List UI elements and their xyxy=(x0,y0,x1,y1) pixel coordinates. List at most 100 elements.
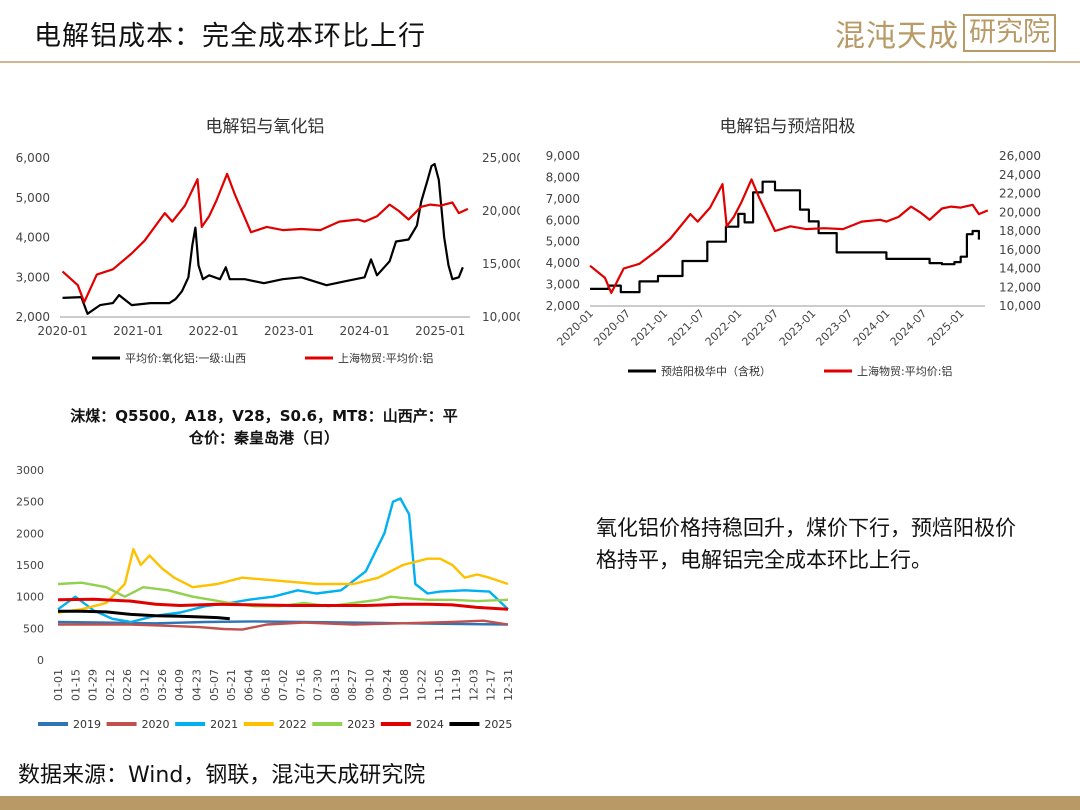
series-line-anode xyxy=(590,180,980,294)
footer-bar xyxy=(0,796,1080,810)
legend-label: 2025 xyxy=(484,718,512,731)
x-tick-label: 12-17 xyxy=(485,669,498,701)
x-tick-label: 2021-07 xyxy=(665,307,707,349)
x-tick-label: 09-10 xyxy=(364,669,377,701)
x-tick-label: 2022-01 xyxy=(703,307,745,349)
x-tick-label: 11-05 xyxy=(433,669,446,701)
source-note: 数据来源：Wind，钢联，混沌天成研究院 xyxy=(18,763,426,788)
y-left-tick-label: 3,000 xyxy=(546,278,580,292)
x-tick-label: 01-01 xyxy=(52,669,65,701)
y-tick-label: 0 xyxy=(37,654,44,667)
x-tick-label: 07-30 xyxy=(312,669,325,701)
y-left-tick-label: 2,000 xyxy=(546,299,580,313)
legend-label: 2020 xyxy=(142,718,170,731)
x-tick-label: 01-15 xyxy=(69,669,82,701)
series-line-2025 xyxy=(58,609,230,621)
y-left-tick-label: 5,000 xyxy=(16,191,50,205)
x-tick-label: 2023-01 xyxy=(264,324,314,338)
y-tick-label: 3000 xyxy=(16,464,44,477)
chart-title-line: 仓价：秦皇岛港（日） xyxy=(188,429,339,447)
chart-coal: 沫煤：Q5500，A18，V28，S0.6，MT8：山西产：平仓价：秦皇岛港（日… xyxy=(16,407,515,731)
x-tick-label: 2020-01 xyxy=(37,324,87,338)
x-tick-label: 03-12 xyxy=(139,669,152,701)
y-right-tick-label: 25,000 xyxy=(482,151,520,165)
legend-label: 2023 xyxy=(347,718,375,731)
y-tick-label: 500 xyxy=(23,622,44,635)
y-tick-label: 1500 xyxy=(16,559,44,572)
y-tick-label: 2000 xyxy=(16,527,44,540)
y-right-tick-label: 18,000 xyxy=(999,224,1041,238)
legend-label: 2021 xyxy=(210,718,238,731)
logo: 混沌天成 研究院 xyxy=(835,12,1056,54)
y-right-tick-label: 10,000 xyxy=(999,299,1041,313)
x-tick-label: 09-24 xyxy=(381,669,394,701)
header-divider xyxy=(0,61,1080,63)
y-right-tick-label: 12,000 xyxy=(999,280,1041,294)
series-line-2021 xyxy=(57,497,509,624)
x-tick-label: 08-27 xyxy=(346,669,359,701)
series-line-2020 xyxy=(58,619,509,631)
chart-title: 电解铝与氧化铝 xyxy=(206,117,325,137)
series-line-aluminum xyxy=(589,178,989,294)
y-left-tick-label: 6,000 xyxy=(16,151,50,165)
comment-text: 氧化铝价格持稳回升，煤价下行，预焙阳极价格持平，电解铝完全成本环比上行。 xyxy=(596,516,1016,572)
logo-brand: 混沌天成 xyxy=(835,19,959,54)
x-tick-label: 2025-01 xyxy=(925,307,967,349)
y-right-tick-label: 10,000 xyxy=(482,310,520,324)
chart-title: 电解铝与预焙阳极 xyxy=(720,117,856,137)
x-tick-label: 05-21 xyxy=(225,669,238,701)
x-tick-label: 06-18 xyxy=(260,669,273,701)
x-tick-label: 2024-01 xyxy=(339,324,389,338)
y-right-tick-label: 24,000 xyxy=(999,168,1041,182)
series-line-alumina xyxy=(62,162,464,315)
y-right-tick-label: 15,000 xyxy=(482,257,520,271)
x-tick-label: 2020-07 xyxy=(591,307,633,349)
x-tick-label: 2022-01 xyxy=(189,324,239,338)
x-tick-label: 10-08 xyxy=(398,669,411,701)
page-title: 电解铝成本：完全成本环比上行 xyxy=(34,21,426,52)
legend-label: 2019 xyxy=(73,718,101,731)
x-tick-label: 08-13 xyxy=(329,669,342,701)
x-tick-label: 12-31 xyxy=(502,669,515,701)
logo-box: 研究院 xyxy=(963,14,1056,52)
y-left-tick-label: 6,000 xyxy=(546,213,580,227)
y-left-tick-label: 7,000 xyxy=(546,192,580,206)
x-tick-label: 05-07 xyxy=(208,669,221,701)
x-tick-label: 04-09 xyxy=(173,669,186,701)
y-right-tick-label: 22,000 xyxy=(999,187,1041,201)
legend-label: 2022 xyxy=(279,718,307,731)
x-tick-label: 02-26 xyxy=(121,669,134,701)
y-right-tick-label: 20,000 xyxy=(482,204,520,218)
x-tick-label: 11-19 xyxy=(450,669,463,701)
legend-label: 2024 xyxy=(416,718,444,731)
x-tick-label: 02-12 xyxy=(104,669,117,701)
x-tick-label: 2024-07 xyxy=(888,307,930,349)
y-tick-label: 2500 xyxy=(16,496,44,509)
x-tick-label: 2022-07 xyxy=(739,307,781,349)
y-right-tick-label: 20,000 xyxy=(999,205,1041,219)
x-tick-label: 2023-07 xyxy=(813,307,855,349)
x-tick-label: 07-02 xyxy=(277,669,290,701)
x-tick-label: 2021-01 xyxy=(113,324,163,338)
x-tick-label: 03-26 xyxy=(156,669,169,701)
x-tick-label: 12-03 xyxy=(467,669,480,701)
y-left-tick-label: 2,000 xyxy=(16,310,50,324)
y-right-tick-label: 14,000 xyxy=(999,262,1041,276)
x-tick-label: 2025-01 xyxy=(415,324,465,338)
x-tick-label: 2020-01 xyxy=(554,307,596,349)
y-right-tick-label: 16,000 xyxy=(999,243,1041,257)
y-tick-label: 1000 xyxy=(16,591,44,604)
legend-label: 上海物贸:平均价:铝 xyxy=(857,364,952,378)
x-tick-label: 01-29 xyxy=(87,669,100,701)
chart-title-line: 沫煤：Q5500，A18，V28，S0.6，MT8：山西产：平 xyxy=(70,407,457,425)
series-line-2022 xyxy=(57,548,509,614)
series-line-aluminum xyxy=(61,172,469,304)
x-tick-label: 06-04 xyxy=(242,669,255,701)
y-right-tick-label: 26,000 xyxy=(999,149,1041,163)
x-tick-label: 07-16 xyxy=(294,669,307,701)
y-left-tick-label: 9,000 xyxy=(546,149,580,163)
chart-alumina: 电解铝与氧化铝 2,000 3,000 4,000 5,000 6,000 10,000 15… xyxy=(16,117,520,365)
legend-label: 预焙阳极华中（含税） xyxy=(661,364,771,378)
chart-anode: 电解铝与预焙阳极 2,000 3,000 4,000 5,000 6,000 7,000 8,… xyxy=(546,117,1041,378)
x-tick-label: 10-22 xyxy=(415,669,428,701)
